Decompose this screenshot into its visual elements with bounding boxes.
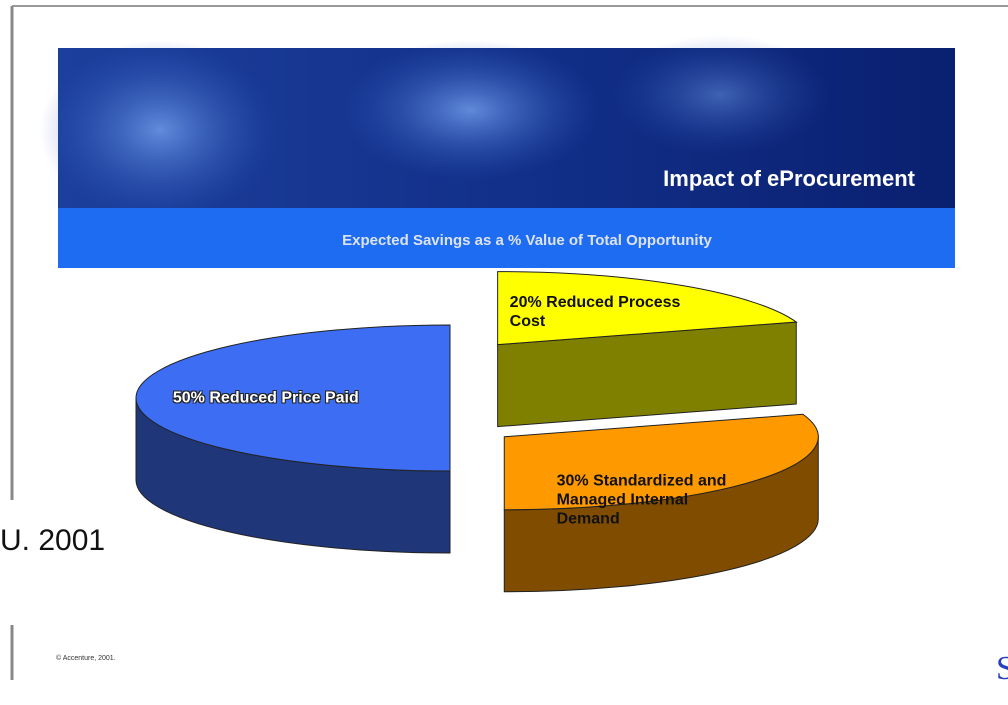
value-label: 30% [557, 473, 589, 490]
slice-label: 20% Reduced Process Cost [510, 293, 700, 331]
chart-title: Impact of eProcurement [663, 166, 916, 191]
category-label: Reduced Price Paid [209, 390, 358, 407]
side-caption: U. 2001 [0, 520, 113, 562]
value-label: 20% [510, 294, 542, 311]
pie [136, 272, 818, 592]
slice-label: 50% Reduced Price Paid [173, 389, 363, 408]
slice-label: 30% Standardized and Managed Internal De… [557, 472, 747, 529]
copyright: © Accenture, 2001. [56, 655, 116, 662]
corner-text: S [996, 650, 1008, 688]
page: {"chart_data": {"type": "pie", "title": … [0, 0, 1008, 705]
slide: Impact of eProcurement Expected Savings … [0, 0, 1008, 705]
chart-subtitle: Expected Savings as a % Value of Total O… [342, 232, 712, 249]
value-label: 50% [173, 390, 205, 407]
